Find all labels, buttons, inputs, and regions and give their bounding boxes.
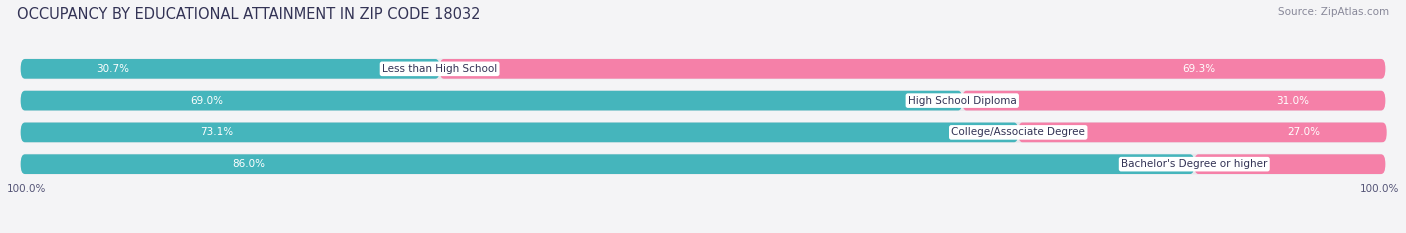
Text: 100.0%: 100.0% xyxy=(1360,184,1399,194)
Text: 100.0%: 100.0% xyxy=(7,184,46,194)
Text: 69.0%: 69.0% xyxy=(190,96,224,106)
FancyBboxPatch shape xyxy=(21,59,440,79)
Text: 73.1%: 73.1% xyxy=(200,127,233,137)
Text: 27.0%: 27.0% xyxy=(1288,127,1320,137)
FancyBboxPatch shape xyxy=(1194,154,1385,174)
Text: College/Associate Degree: College/Associate Degree xyxy=(952,127,1085,137)
FancyBboxPatch shape xyxy=(21,154,1194,174)
Text: 69.3%: 69.3% xyxy=(1182,64,1215,74)
FancyBboxPatch shape xyxy=(21,90,1385,111)
FancyBboxPatch shape xyxy=(21,91,962,110)
FancyBboxPatch shape xyxy=(21,154,1385,175)
Text: Bachelor's Degree or higher: Bachelor's Degree or higher xyxy=(1121,159,1267,169)
Text: Less than High School: Less than High School xyxy=(382,64,498,74)
FancyBboxPatch shape xyxy=(21,58,1385,79)
FancyBboxPatch shape xyxy=(440,59,1385,79)
FancyBboxPatch shape xyxy=(21,122,1385,143)
Text: Source: ZipAtlas.com: Source: ZipAtlas.com xyxy=(1278,7,1389,17)
FancyBboxPatch shape xyxy=(1018,123,1386,142)
Text: High School Diploma: High School Diploma xyxy=(908,96,1017,106)
FancyBboxPatch shape xyxy=(21,123,1018,142)
Text: 86.0%: 86.0% xyxy=(232,159,264,169)
FancyBboxPatch shape xyxy=(962,91,1385,110)
Text: 31.0%: 31.0% xyxy=(1277,96,1309,106)
Text: 30.7%: 30.7% xyxy=(96,64,129,74)
Text: OCCUPANCY BY EDUCATIONAL ATTAINMENT IN ZIP CODE 18032: OCCUPANCY BY EDUCATIONAL ATTAINMENT IN Z… xyxy=(17,7,481,22)
